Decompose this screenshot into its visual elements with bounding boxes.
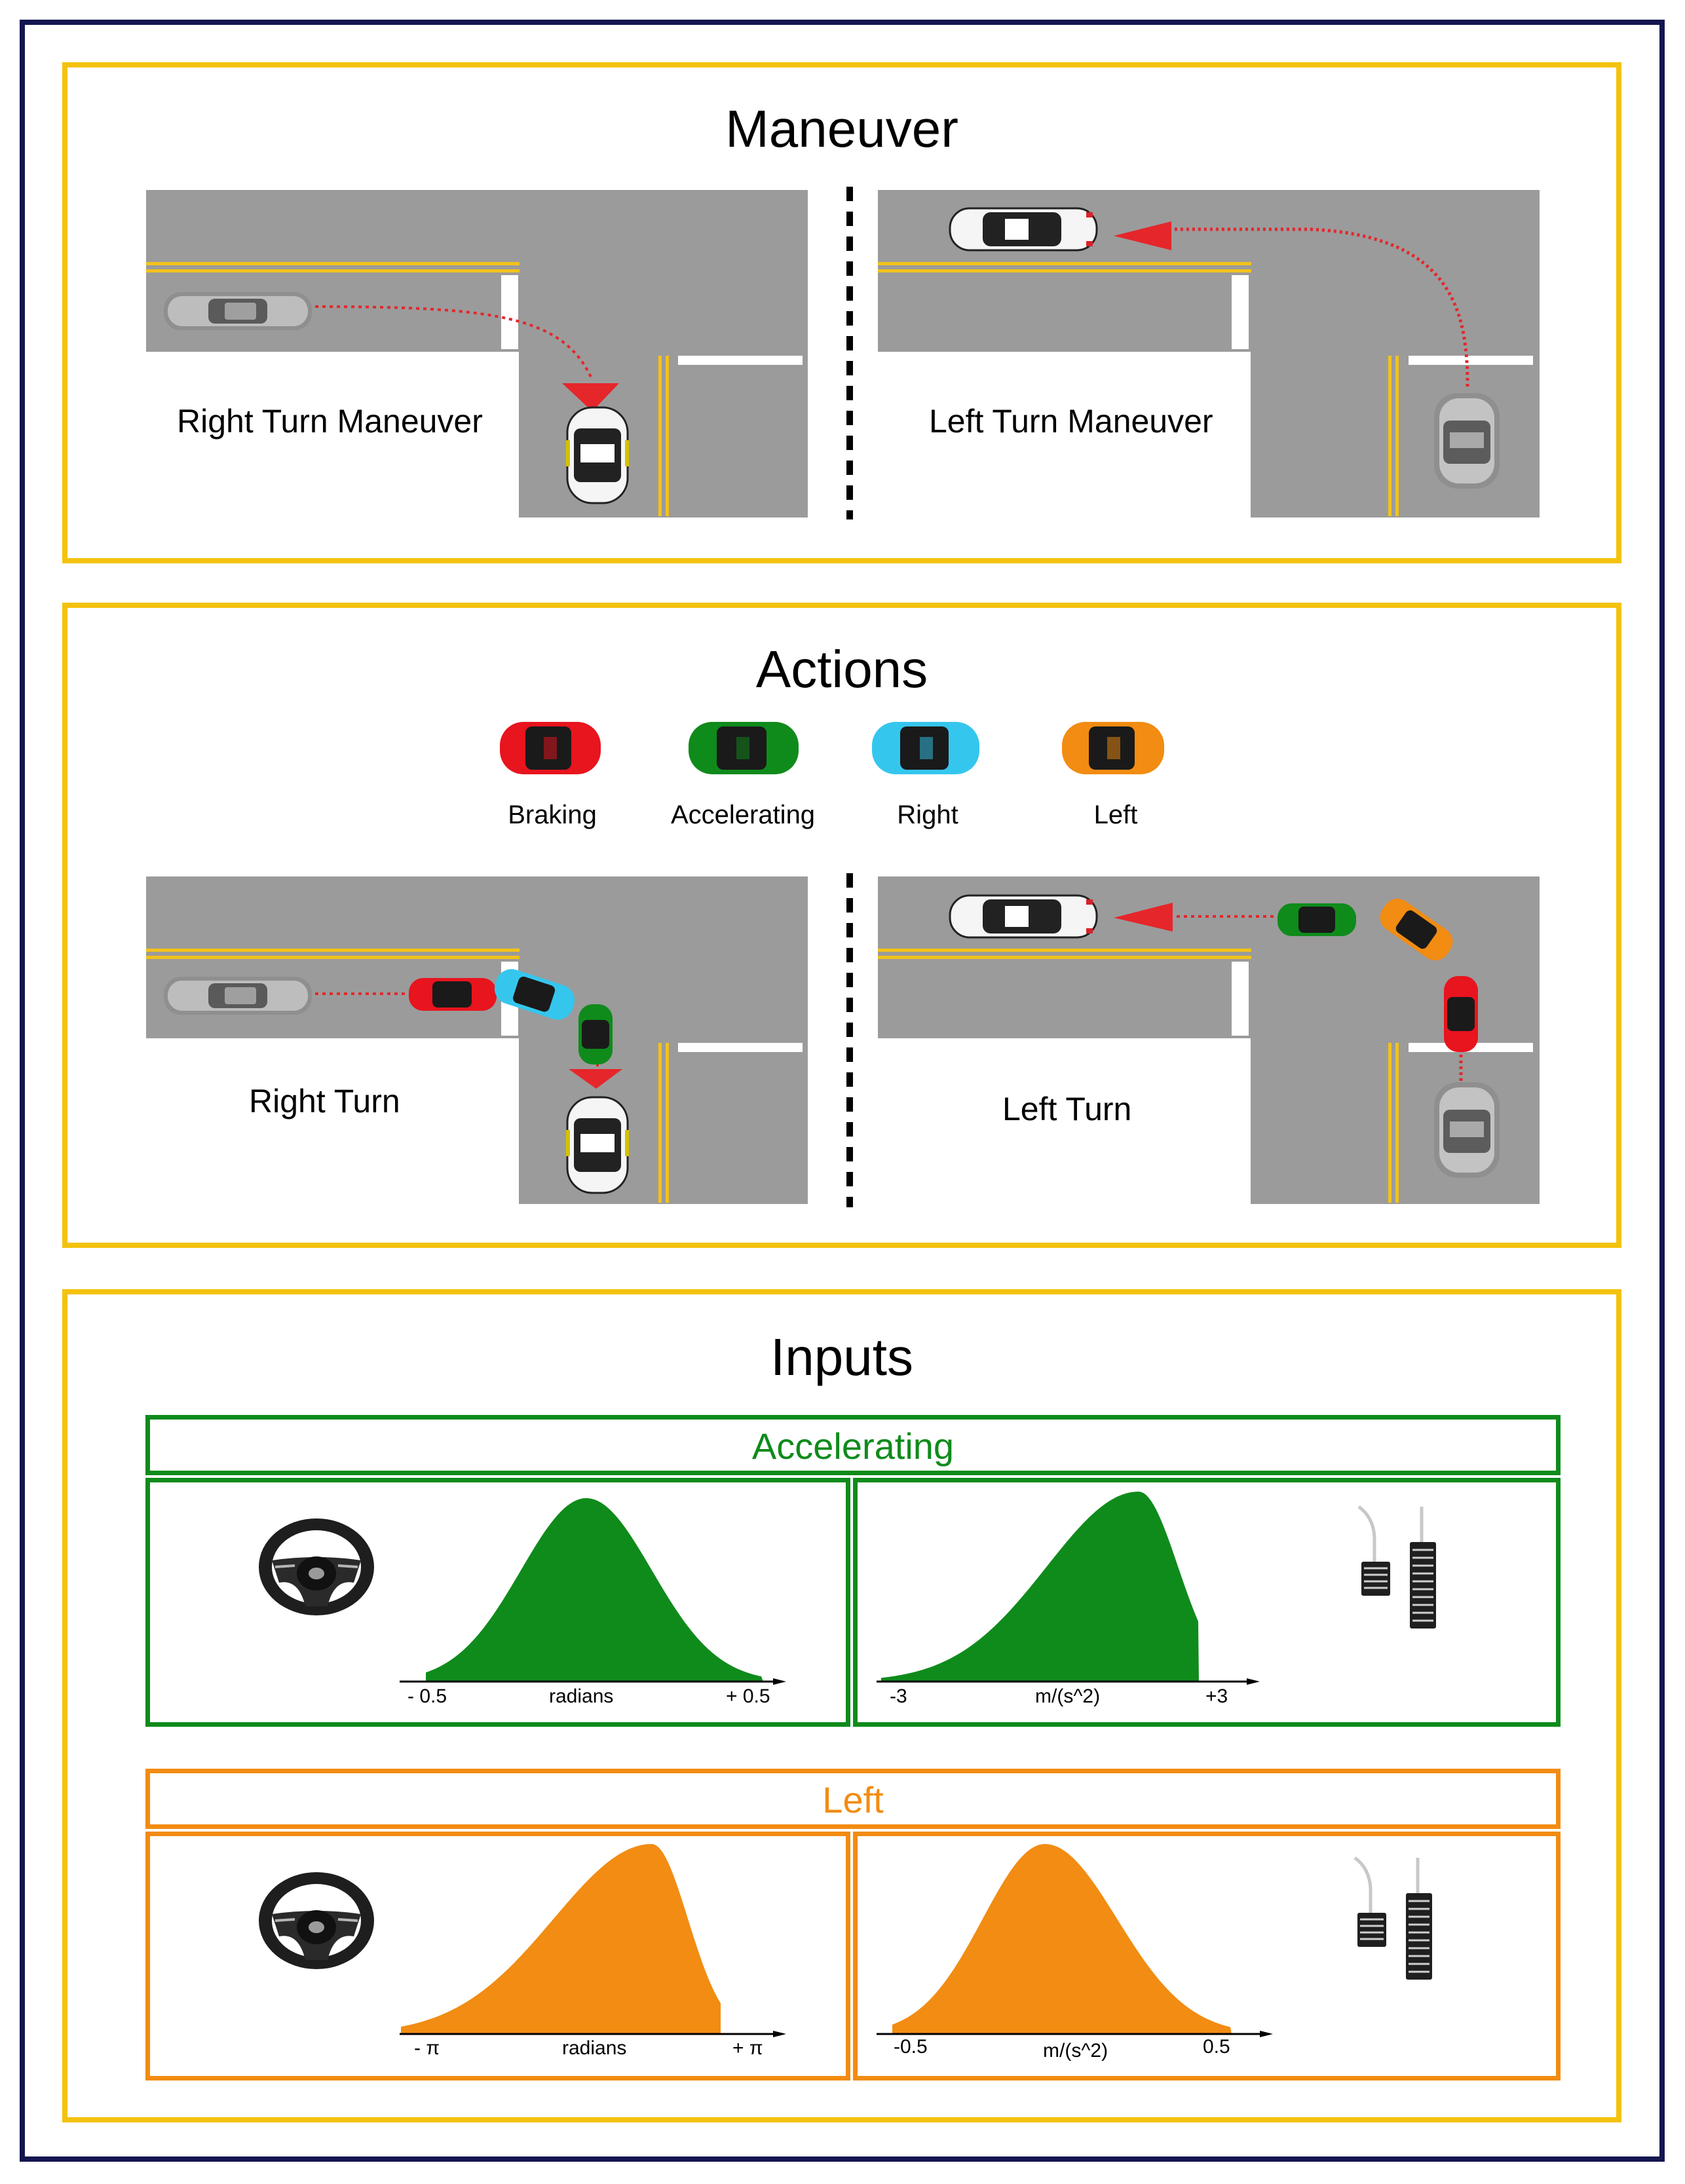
braking-car-icon	[409, 978, 497, 1011]
braking-car-icon	[500, 722, 601, 774]
left-steer-max-label: + π	[732, 2037, 763, 2059]
divider-dashed	[846, 873, 853, 1207]
right-car-icon	[494, 969, 575, 1020]
legend-label-accelerating: Accelerating	[670, 800, 816, 829]
gray-car-icon	[164, 292, 312, 330]
inputs-panel: Inputs	[62, 1289, 1621, 2122]
left-car-icon	[1380, 898, 1453, 961]
left-steer-cell	[145, 1832, 850, 2080]
white-car-icon	[566, 1096, 629, 1194]
accelerating-steer-min-label: - 0.5	[407, 1685, 447, 1707]
accelerating-steer-unit-label: radians	[549, 1685, 614, 1707]
left-accel-max-label: 0.5	[1203, 2036, 1230, 2058]
accelerating-accel-max-label: +3	[1205, 1685, 1228, 1707]
left-turn-maneuver-label: Left Turn Maneuver	[929, 403, 1213, 440]
pedals-icon	[1354, 1856, 1432, 1980]
distribution-curve	[426, 1498, 763, 1682]
gray-car-icon	[1434, 393, 1500, 489]
accelerating-steer-max-label: + 0.5	[726, 1685, 770, 1707]
right-turn-maneuver-label: Right Turn Maneuver	[177, 403, 483, 440]
braking-car-icon	[1444, 976, 1478, 1052]
gray-car-icon	[1434, 1082, 1500, 1178]
maneuver-panel: Maneuver	[62, 62, 1621, 563]
accelerating-header: Accelerating	[145, 1415, 1561, 1475]
accelerating-accel-unit-label: m/(s^2)	[1035, 1685, 1101, 1707]
steering-wheel-icon	[259, 1518, 374, 1615]
legend-label-right: Right	[897, 800, 958, 829]
accelerating-steer-cell	[145, 1478, 850, 1727]
left-car-icon	[1062, 722, 1164, 774]
distribution-curve	[881, 1492, 1199, 1682]
left-title: Left	[822, 1779, 884, 1820]
accelerating-accel-min-label: -3	[890, 1685, 907, 1707]
white-car-icon	[949, 894, 1098, 939]
left-accel-unit-label: m/(s^2)	[1043, 2040, 1108, 2062]
steering-wheel-icon	[259, 1872, 374, 1969]
right-car-icon	[872, 722, 979, 774]
divider-dashed	[846, 187, 853, 519]
distribution-curve	[892, 1844, 1232, 2034]
left-accel-cell	[853, 1832, 1561, 2080]
distribution-curve	[401, 1844, 721, 2034]
left-accel-min-label: -0.5	[894, 2036, 928, 2058]
white-car-icon	[949, 207, 1098, 252]
accelerating-car-icon	[578, 1004, 613, 1064]
accelerating-car-icon	[689, 722, 799, 774]
accelerating-car-icon	[1278, 903, 1356, 936]
accelerating-title: Accelerating	[751, 1425, 955, 1467]
right-turn-label: Right Turn	[249, 1083, 400, 1120]
inputs-title: Inputs	[770, 1328, 913, 1386]
left-header: Left	[145, 1769, 1561, 1829]
left-steer-unit-label: radians	[562, 2037, 627, 2059]
left-steer-min-label: - π	[414, 2037, 440, 2059]
gray-car-icon	[164, 977, 312, 1015]
legend-label-left: Left	[1093, 800, 1138, 829]
outer-frame	[20, 20, 1665, 2162]
left-turn-label: Left Turn	[1002, 1091, 1132, 1127]
pedals-icon	[1357, 1505, 1436, 1629]
actions-panel: Actions	[62, 603, 1621, 1248]
maneuver-title: Maneuver	[725, 100, 958, 158]
white-car-icon	[566, 406, 629, 504]
accelerating-accel-cell	[853, 1478, 1561, 1727]
legend-label-braking: Braking	[508, 800, 597, 829]
actions-title: Actions	[755, 640, 928, 698]
